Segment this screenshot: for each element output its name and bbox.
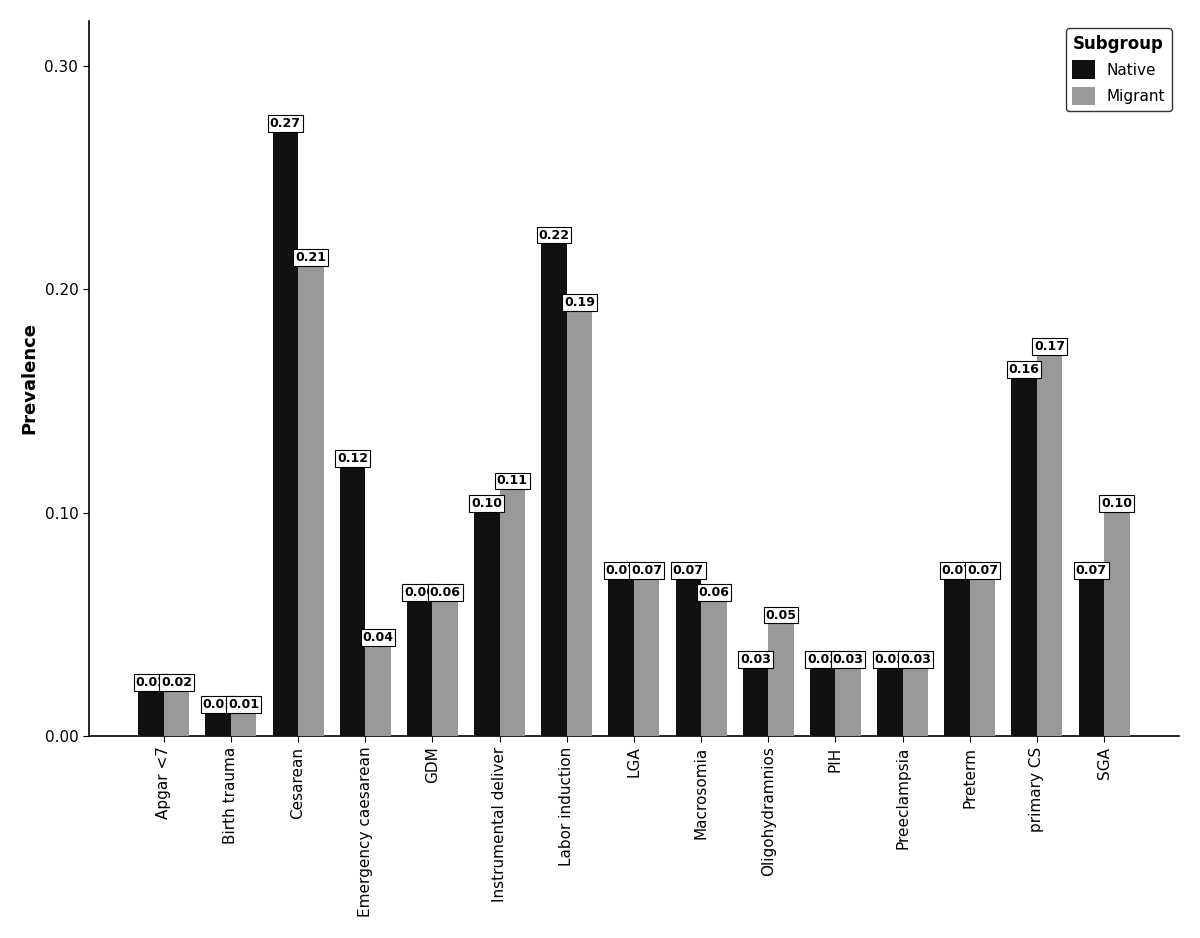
Bar — [701, 602, 727, 736]
Bar — [499, 491, 526, 736]
Text: 0.10: 0.10 — [1102, 497, 1133, 510]
Text: 0.07: 0.07 — [967, 564, 998, 577]
Text: 0.05: 0.05 — [766, 609, 797, 622]
Text: 0.22: 0.22 — [539, 229, 570, 242]
Bar — [743, 669, 768, 736]
Bar — [1079, 580, 1104, 736]
Bar — [902, 669, 928, 736]
Text: 0.07: 0.07 — [673, 564, 704, 577]
Text: 0.07: 0.07 — [1076, 564, 1106, 577]
Text: 0.21: 0.21 — [295, 251, 326, 264]
Bar — [1037, 356, 1062, 736]
Text: 0.03: 0.03 — [833, 653, 864, 666]
Bar — [541, 245, 566, 736]
Text: 0.19: 0.19 — [564, 295, 595, 309]
Text: 0.10: 0.10 — [472, 497, 503, 510]
Text: 0.03: 0.03 — [808, 653, 838, 666]
Bar — [340, 468, 365, 736]
Bar — [566, 311, 593, 736]
Bar — [474, 512, 499, 736]
Text: 0.07: 0.07 — [606, 564, 637, 577]
Text: 0.03: 0.03 — [900, 653, 931, 666]
Text: 0.02: 0.02 — [136, 675, 167, 688]
Bar — [432, 602, 458, 736]
Bar — [138, 691, 163, 736]
Text: 0.01: 0.01 — [203, 698, 234, 711]
Bar — [676, 580, 701, 736]
Bar — [1104, 512, 1129, 736]
Bar — [944, 580, 970, 736]
Bar — [835, 669, 860, 736]
Text: 0.02: 0.02 — [161, 675, 192, 688]
Bar — [205, 714, 230, 736]
Text: 0.06: 0.06 — [404, 586, 436, 599]
Bar — [877, 669, 902, 736]
Bar — [163, 691, 190, 736]
Text: 0.06: 0.06 — [698, 586, 730, 599]
Bar — [230, 714, 257, 736]
Text: 0.07: 0.07 — [942, 564, 972, 577]
Bar — [768, 625, 793, 736]
Text: 0.07: 0.07 — [631, 564, 662, 577]
Bar — [272, 132, 298, 736]
Text: 0.04: 0.04 — [362, 631, 394, 643]
Bar — [608, 580, 634, 736]
Bar — [810, 669, 835, 736]
Bar — [365, 646, 391, 736]
Text: 0.03: 0.03 — [875, 653, 905, 666]
Text: 0.12: 0.12 — [337, 452, 368, 465]
Text: 0.01: 0.01 — [228, 698, 259, 711]
Text: 0.27: 0.27 — [270, 117, 301, 129]
Legend: Native, Migrant: Native, Migrant — [1066, 28, 1171, 112]
Y-axis label: Prevalence: Prevalence — [20, 323, 38, 434]
Text: 0.06: 0.06 — [430, 586, 461, 599]
Text: 0.03: 0.03 — [740, 653, 770, 666]
Bar — [407, 602, 432, 736]
Text: 0.11: 0.11 — [497, 475, 528, 488]
Bar — [970, 580, 995, 736]
Bar — [298, 266, 324, 736]
Text: 0.16: 0.16 — [1009, 363, 1039, 376]
Bar — [634, 580, 660, 736]
Bar — [1012, 378, 1037, 736]
Text: 0.17: 0.17 — [1034, 340, 1066, 354]
